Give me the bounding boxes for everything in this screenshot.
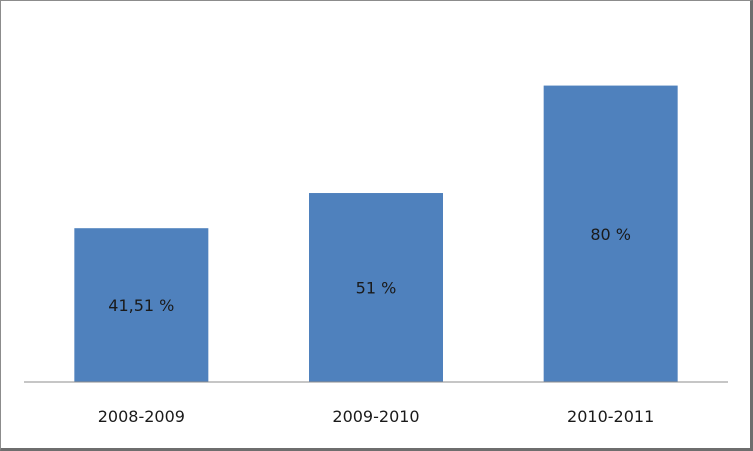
data-label-2010-2011: 80 % (590, 225, 631, 244)
x-tick-label-2009-2010: 2009-2010 (332, 407, 419, 426)
data-label-2009-2010: 51 % (356, 279, 397, 298)
bar-2009-2010 (309, 193, 443, 382)
bars-group (74, 85, 678, 382)
bar-2008-2009 (74, 228, 209, 382)
x-tick-label-2010-2011: 2010-2011 (567, 407, 654, 426)
x-tick-label-2008-2009: 2008-2009 (98, 407, 185, 426)
x-tick-labels-group: 2008-2009 2009-2010 2010-2011 (98, 407, 655, 426)
data-labels-group: 41,51 % 51 % 80 % (108, 225, 631, 315)
data-label-2008-2009: 41,51 % (108, 296, 174, 315)
bar-2010-2011 (543, 85, 678, 382)
